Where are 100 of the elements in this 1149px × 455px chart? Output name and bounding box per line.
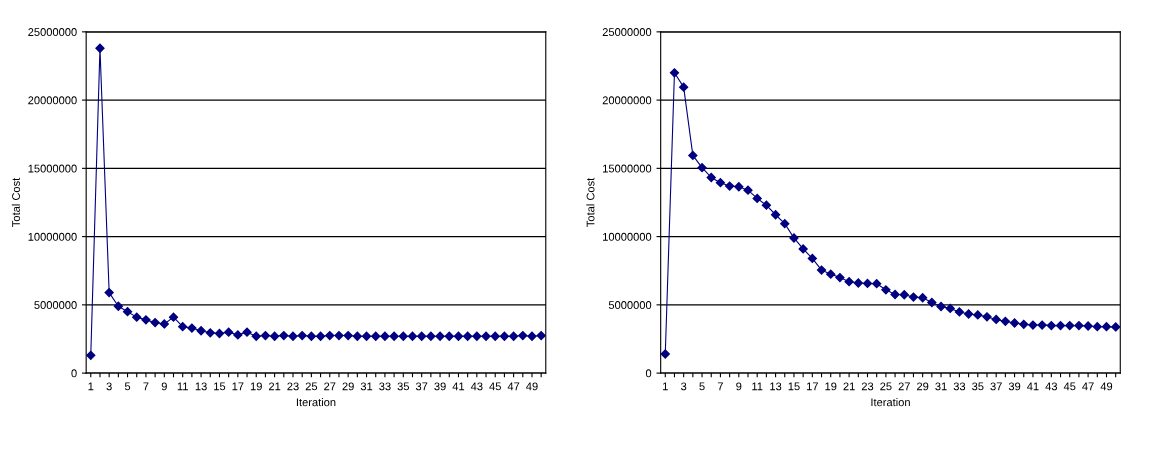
- point: [752, 193, 762, 204]
- y-tick-label: 20000000: [28, 96, 77, 105]
- point: [936, 301, 946, 312]
- x-tick-label: 23: [861, 382, 874, 391]
- x-tick-label: 21: [268, 382, 281, 391]
- point: [991, 314, 1001, 325]
- x-tick-label: 47: [1082, 382, 1094, 391]
- x-tick-label: 11: [752, 382, 763, 391]
- point: [343, 330, 353, 341]
- point: [104, 287, 114, 298]
- point: [242, 327, 252, 337]
- point: [1000, 316, 1010, 326]
- x-tick-label: 9: [161, 382, 167, 391]
- point: [168, 312, 179, 322]
- point: [352, 331, 362, 341]
- point: [918, 293, 928, 303]
- x-tick-label: 25: [880, 382, 892, 391]
- point: [1037, 320, 1047, 330]
- point: [398, 331, 408, 341]
- point: [679, 82, 689, 92]
- point: [908, 292, 919, 302]
- point: [407, 331, 418, 341]
- x-tick-label: 19: [250, 382, 262, 391]
- point: [688, 150, 698, 161]
- point: [761, 200, 772, 210]
- x-tick-label: 1: [663, 382, 668, 391]
- y-tick-label: 10000000: [28, 232, 77, 241]
- x-tick-label: 1: [88, 382, 94, 391]
- x-tick-label: 45: [489, 382, 501, 391]
- point: [715, 178, 726, 188]
- point: [260, 330, 271, 341]
- point: [872, 279, 882, 289]
- point: [835, 272, 845, 283]
- point: [325, 330, 335, 341]
- y-tick-label: 25000000: [602, 28, 652, 36]
- point: [86, 350, 96, 360]
- x-tick-label: 29: [342, 382, 354, 391]
- x-tick-label: 31: [935, 382, 947, 391]
- x-tick-label: 13: [195, 382, 207, 391]
- point: [1028, 320, 1038, 330]
- x-tick-label: 41: [1027, 382, 1039, 391]
- point: [187, 323, 197, 333]
- point: [472, 331, 482, 341]
- x-axis-title: Iteration: [871, 398, 910, 407]
- x-tick-label: 45: [1063, 382, 1076, 391]
- point: [853, 278, 863, 288]
- x-tick-label: 13: [770, 382, 782, 391]
- point: [95, 43, 105, 53]
- x-tick-label: 21: [843, 382, 855, 391]
- point: [178, 322, 188, 332]
- x-tick-label: 41: [452, 382, 465, 391]
- point: [881, 285, 891, 295]
- point: [122, 307, 133, 317]
- point: [196, 326, 206, 336]
- point: [334, 330, 344, 341]
- point: [536, 330, 546, 341]
- x-tick-label: 49: [526, 382, 538, 391]
- point: [435, 331, 445, 341]
- y-tick-label: 10000000: [603, 232, 652, 241]
- point: [315, 331, 326, 341]
- x-tick-label: 43: [1045, 382, 1058, 391]
- point: [697, 163, 707, 173]
- point: [159, 319, 169, 329]
- point: [297, 330, 307, 341]
- point: [780, 219, 790, 229]
- y-tick-label: 5000000: [608, 301, 652, 309]
- x-axis-title: Iteration: [296, 398, 336, 407]
- point: [527, 331, 537, 341]
- point: [113, 301, 123, 311]
- x-tick-label: 39: [434, 382, 446, 391]
- point: [1092, 322, 1102, 332]
- y-tick-label: 15000000: [28, 164, 77, 173]
- x-tick-label: 17: [807, 382, 818, 391]
- point: [927, 297, 937, 308]
- point: [481, 331, 491, 341]
- point: [945, 303, 955, 314]
- point: [141, 315, 151, 325]
- point: [389, 331, 399, 341]
- point: [463, 331, 473, 341]
- x-tick-label: 39: [1008, 382, 1021, 391]
- y-axis-title: Total Cost: [586, 177, 595, 227]
- point: [251, 331, 261, 341]
- point: [734, 182, 744, 192]
- point: [1055, 320, 1066, 331]
- x-tick-label: 27: [324, 382, 336, 391]
- point: [269, 331, 280, 341]
- point: [306, 331, 317, 341]
- point: [798, 244, 808, 254]
- point: [862, 278, 873, 289]
- point: [426, 331, 436, 341]
- x-tick-label: 11: [177, 382, 188, 391]
- point: [132, 312, 142, 322]
- point: [224, 327, 234, 337]
- x-tick-label: 15: [788, 382, 800, 391]
- y-tick-label: 0: [71, 369, 77, 378]
- point: [288, 331, 298, 341]
- point: [1019, 319, 1029, 329]
- point: [816, 265, 827, 275]
- point: [807, 253, 817, 264]
- x-tick-label: 25: [305, 382, 318, 391]
